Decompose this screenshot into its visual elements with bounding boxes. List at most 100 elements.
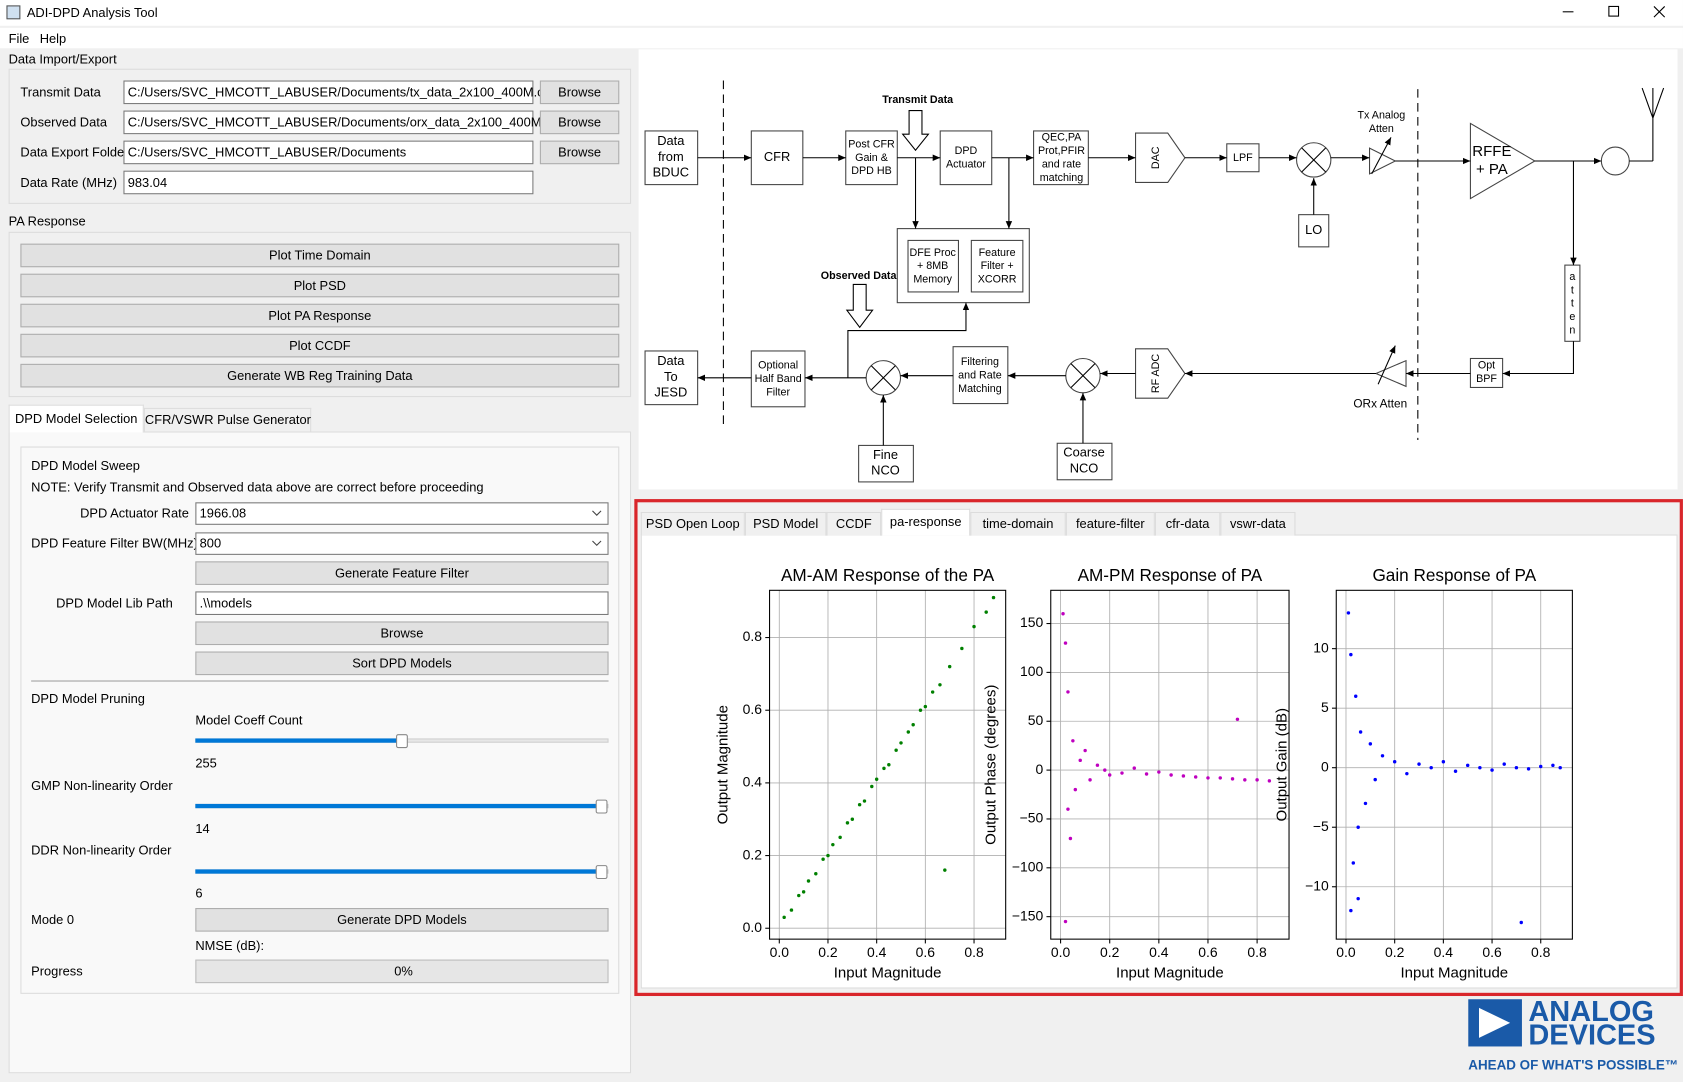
group-box bbox=[20, 446, 620, 994]
chart-title: AM-PM Response of PA bbox=[1078, 565, 1263, 585]
logo-text: DEVICES bbox=[1528, 1019, 1655, 1051]
label-line: Data bbox=[657, 134, 685, 149]
combo-arrow bbox=[592, 540, 602, 546]
label-line: RF ADC bbox=[1150, 354, 1162, 394]
plot-tab[interactable]: feature-filter bbox=[1065, 511, 1155, 536]
label-line: t bbox=[1571, 284, 1574, 296]
block bbox=[644, 130, 699, 186]
plot-frame bbox=[1050, 589, 1290, 940]
window-title: ADI-DPD Analysis Tool bbox=[26, 5, 158, 21]
scatter-point bbox=[814, 872, 818, 876]
label-line: DAC bbox=[1150, 146, 1162, 169]
action-button[interactable]: Generate DPD Models bbox=[195, 908, 609, 932]
label-line: BDUC bbox=[653, 165, 689, 180]
scatter-point bbox=[801, 890, 806, 894]
tab[interactable]: CFR/VSWR Pulse Generator bbox=[143, 407, 312, 432]
plot-frame bbox=[634, 499, 1683, 997]
scatter-point bbox=[1551, 763, 1555, 768]
text-input[interactable]: .\\models bbox=[195, 591, 609, 616]
menu-item[interactable]: File bbox=[8, 31, 30, 47]
field-label: GMP Non-linearity Order bbox=[31, 778, 173, 794]
plot-tab[interactable]: PSD Open Loop bbox=[640, 511, 745, 536]
action-button[interactable]: Generate Feature Filter bbox=[195, 561, 609, 585]
browse-button[interactable]: Browse bbox=[539, 80, 620, 105]
scatter-point bbox=[1526, 767, 1531, 771]
label-line: NCO bbox=[1070, 461, 1099, 476]
diagram-label: Opt BPF bbox=[1476, 360, 1497, 385]
action-button[interactable]: Plot CCDF bbox=[20, 333, 620, 358]
label-line: DPD bbox=[955, 145, 978, 157]
slider-thumb[interactable] bbox=[396, 734, 408, 749]
y-tick-label: −10 bbox=[1305, 877, 1329, 893]
scatter-point bbox=[1490, 768, 1494, 772]
scatter-point bbox=[943, 868, 947, 872]
x-tick-label: 0.6 bbox=[916, 944, 936, 960]
label-line: and rate bbox=[1042, 158, 1081, 170]
action-button[interactable]: Generate WB Reg Training Data bbox=[20, 363, 620, 388]
block bbox=[939, 130, 993, 186]
action-button[interactable]: Browse bbox=[195, 621, 609, 646]
plot-tab[interactable]: PSD Model bbox=[744, 511, 827, 536]
browse-button[interactable]: Browse bbox=[539, 110, 620, 135]
combo-box[interactable]: 1966.08 bbox=[195, 502, 609, 525]
y-tick-label: 0 bbox=[1321, 758, 1329, 774]
block bbox=[1469, 357, 1504, 388]
scatter-point bbox=[1061, 612, 1065, 616]
scatter-point bbox=[782, 915, 786, 920]
scatter-point bbox=[1157, 770, 1161, 774]
scatter-point bbox=[797, 893, 801, 898]
scatter-point bbox=[1358, 730, 1363, 734]
label-line: Coarse bbox=[1063, 445, 1104, 460]
plot-tab[interactable]: pa-response bbox=[881, 508, 971, 536]
label-line: from bbox=[658, 149, 684, 164]
browse-button[interactable]: Browse bbox=[539, 140, 620, 165]
tab[interactable]: DPD Model Selection bbox=[8, 404, 144, 433]
x-tick-label: 0.0 bbox=[1051, 944, 1071, 960]
orx-atten bbox=[1374, 359, 1407, 388]
action-button[interactable]: Plot PA Response bbox=[20, 303, 620, 328]
text-input[interactable]: C:/Users/SVC_HMCOTT_LABUSER/Documents bbox=[123, 140, 534, 165]
adc bbox=[1135, 348, 1186, 399]
x-tick-label: 0.0 bbox=[770, 944, 790, 960]
text-input[interactable]: C:/Users/SVC_HMCOTT_LABUSER/Documents/or… bbox=[123, 110, 564, 135]
y-axis-label: Output Gain (dB) bbox=[1274, 708, 1291, 822]
scatter-point bbox=[1363, 801, 1368, 806]
menu-item[interactable]: Help bbox=[39, 31, 67, 47]
scatter-point bbox=[1441, 760, 1446, 764]
field-label: Model Coeff Count bbox=[195, 712, 303, 728]
action-button[interactable]: Sort DPD Models bbox=[195, 651, 609, 676]
text-input[interactable]: C:/Users/SVC_HMCOTT_LABUSER/Documents/tx… bbox=[123, 80, 557, 105]
x-tick-label: 0.2 bbox=[1385, 944, 1405, 960]
scatter-point bbox=[1267, 779, 1272, 783]
x-tick-label: 0.4 bbox=[867, 944, 887, 960]
plot-tab[interactable]: CCDF bbox=[826, 511, 882, 536]
scatter-point bbox=[1243, 778, 1247, 782]
slider-fill bbox=[195, 869, 602, 874]
label-line: Memory bbox=[913, 273, 952, 285]
scatter-point bbox=[1465, 763, 1470, 768]
x-tick-label: 0.2 bbox=[818, 944, 838, 960]
connector bbox=[1377, 345, 1396, 385]
plot-tab[interactable]: time-domain bbox=[970, 511, 1066, 536]
plot-tab[interactable]: vswr-data bbox=[1220, 511, 1296, 536]
block bbox=[858, 444, 914, 483]
label-line: n bbox=[1569, 324, 1575, 336]
mixer-cross bbox=[1070, 363, 1096, 389]
diagram-label: RFFE + PA bbox=[1472, 143, 1511, 178]
scatter-point bbox=[1349, 652, 1353, 657]
plot-tab[interactable]: cfr-data bbox=[1154, 511, 1221, 536]
connector bbox=[1371, 137, 1392, 175]
text-input[interactable]: 983.04 bbox=[123, 170, 534, 195]
diagram-label: LPF bbox=[1233, 152, 1253, 164]
action-button[interactable]: Plot Time Domain bbox=[20, 243, 620, 268]
y-tick-label: −50 bbox=[1020, 810, 1044, 826]
slider-thumb[interactable] bbox=[595, 799, 608, 814]
slider-thumb[interactable] bbox=[595, 865, 608, 880]
label-line: ORx Atten bbox=[1353, 397, 1407, 411]
action-button[interactable]: Plot PSD bbox=[20, 273, 620, 298]
scatter-point bbox=[1558, 765, 1562, 770]
combo-box[interactable]: 800 bbox=[195, 532, 609, 555]
scatter-point bbox=[899, 741, 903, 745]
label-line: Filtering bbox=[961, 356, 999, 368]
label-line: Observed Data bbox=[821, 270, 898, 282]
